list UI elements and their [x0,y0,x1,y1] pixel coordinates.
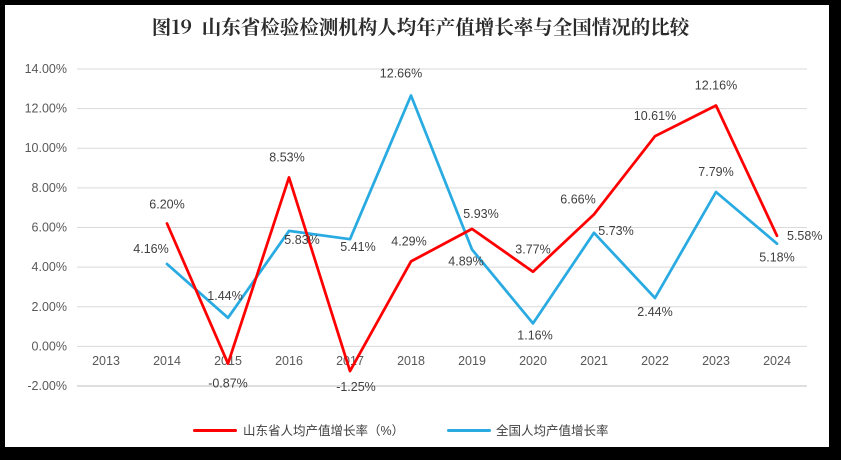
svg-text:4.89%: 4.89% [448,255,483,269]
svg-text:5.58%: 5.58% [787,229,822,243]
svg-text:1.16%: 1.16% [517,328,552,342]
svg-text:10.00%: 10.00% [25,141,67,155]
svg-text:6.20%: 6.20% [149,198,184,212]
svg-text:2.44%: 2.44% [637,305,672,319]
svg-text:4.29%: 4.29% [391,234,426,248]
svg-text:2023: 2023 [702,354,730,368]
svg-text:14.00%: 14.00% [25,62,67,76]
svg-text:8.00%: 8.00% [32,181,67,195]
svg-text:2016: 2016 [275,354,303,368]
svg-text:-2.00%: -2.00% [27,379,67,393]
svg-text:4.16%: 4.16% [133,242,168,256]
svg-text:12.66%: 12.66% [380,67,422,81]
svg-text:5.18%: 5.18% [759,251,794,265]
svg-text:12.16%: 12.16% [695,79,737,93]
svg-text:5.83%: 5.83% [284,233,319,247]
svg-text:10.61%: 10.61% [634,109,676,123]
svg-text:1.44%: 1.44% [207,289,242,303]
svg-text:2018: 2018 [397,354,425,368]
svg-text:4.00%: 4.00% [32,260,67,274]
svg-text:6.66%: 6.66% [560,192,595,206]
svg-text:0.00%: 0.00% [32,339,67,353]
svg-text:12.00%: 12.00% [25,102,67,116]
svg-text:2014: 2014 [153,354,181,368]
svg-text:5.93%: 5.93% [463,207,498,221]
svg-text:2022: 2022 [641,354,669,368]
svg-text:2024: 2024 [763,354,791,368]
svg-text:3.77%: 3.77% [515,243,550,257]
svg-text:5.73%: 5.73% [598,224,633,238]
svg-text:2013: 2013 [92,354,120,368]
svg-text:2.00%: 2.00% [32,300,67,314]
svg-text:2019: 2019 [458,354,486,368]
svg-text:-0.87%: -0.87% [208,377,248,391]
svg-text:2021: 2021 [580,354,608,368]
svg-text:2020: 2020 [519,354,547,368]
svg-text:7.79%: 7.79% [698,165,733,179]
svg-text:8.53%: 8.53% [269,150,304,164]
svg-text:6.00%: 6.00% [32,221,67,235]
svg-text:5.41%: 5.41% [340,240,375,254]
svg-text:-1.25%: -1.25% [336,380,376,394]
